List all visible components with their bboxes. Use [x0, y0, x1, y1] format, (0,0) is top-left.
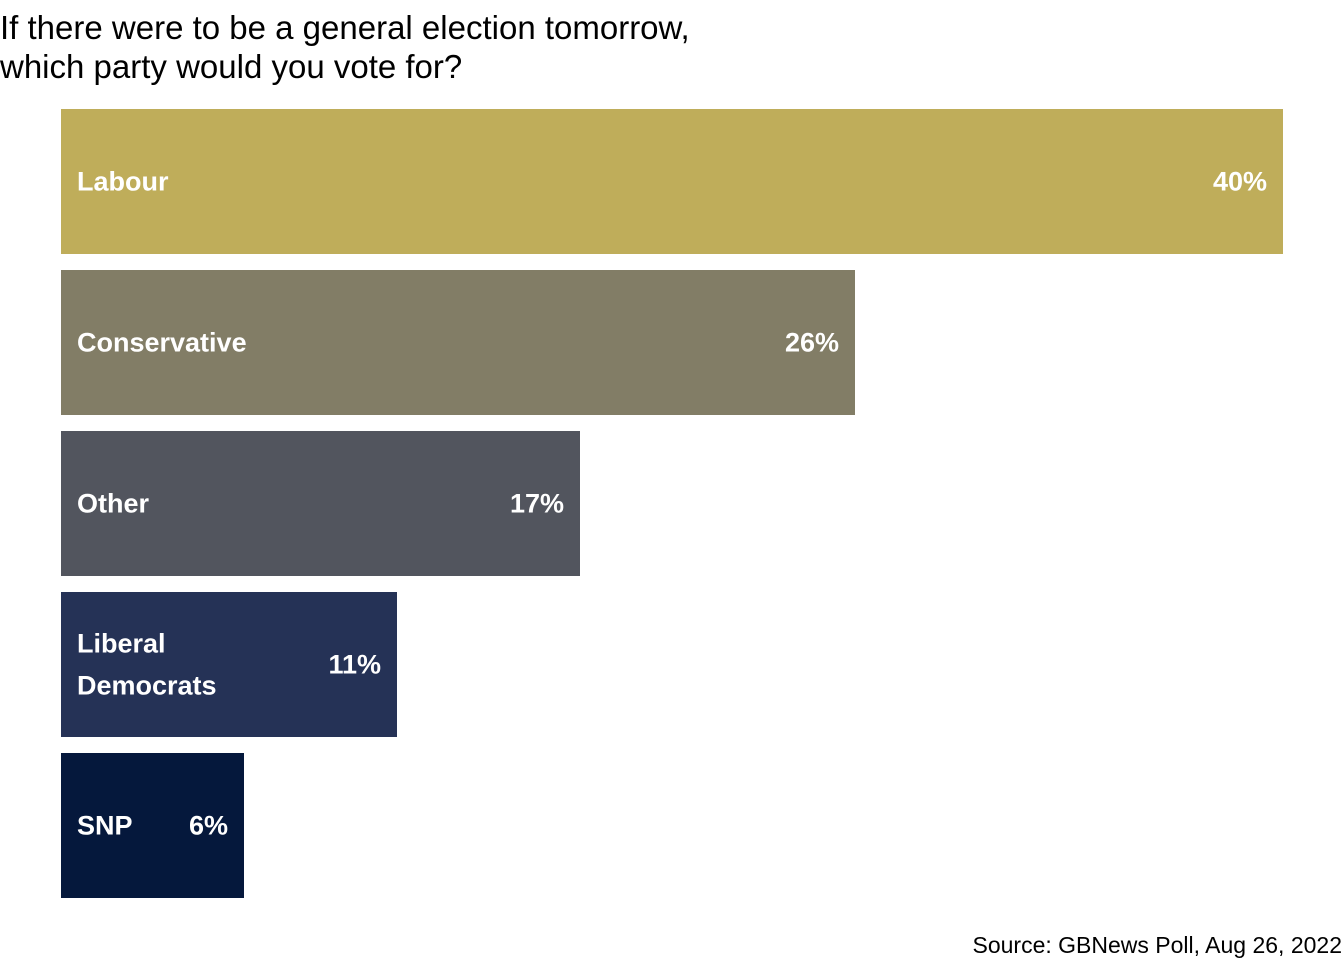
bar-other — [61, 431, 580, 576]
bar-group-snp: SNP 6% — [61, 753, 244, 898]
bar-conservative — [61, 270, 855, 415]
bar-group-labour: Labour 40% — [61, 109, 1283, 254]
bar-liberal-democrats — [61, 592, 397, 737]
bar-snp — [61, 753, 244, 898]
bar-group-conservative: Conservative 26% — [61, 270, 855, 415]
bar-label-labour: Labour — [77, 167, 169, 197]
bar-value-labour: 40% — [1213, 167, 1267, 197]
bar-labour — [61, 109, 1283, 254]
bar-label-other: Other — [77, 489, 150, 519]
bar-value-liberal-democrats: 11% — [328, 650, 381, 680]
bar-label-snp: SNP — [77, 811, 133, 841]
chart-title: If there were to be a general election t… — [0, 9, 690, 85]
bar-value-conservative: 26% — [785, 328, 839, 358]
bar-group-other: Other 17% — [61, 431, 580, 576]
source-note: Source: GBNews Poll, Aug 26, 2022 — [972, 932, 1343, 958]
bar-value-snp: 6% — [189, 811, 228, 841]
bar-group-liberal-democrats: Liberal Democrats 11% — [61, 592, 397, 737]
bar-label-conservative: Conservative — [77, 328, 247, 358]
bar-value-other: 17% — [510, 489, 564, 519]
bar-label-liberal-democrats: Liberal Democrats — [77, 629, 217, 701]
